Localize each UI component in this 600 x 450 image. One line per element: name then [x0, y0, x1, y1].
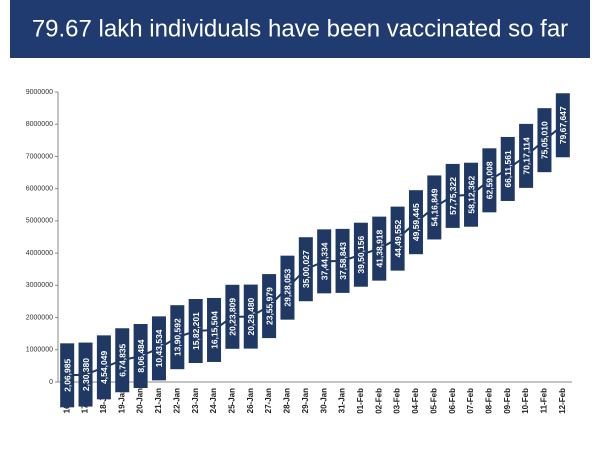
y-tick-label: 5000000: [26, 218, 53, 225]
y-tick-label: 8000000: [26, 121, 53, 128]
x-tick-label: 01-Feb: [356, 388, 365, 414]
x-tick-label: 20-Jan: [136, 388, 145, 413]
data-label-box: [353, 222, 368, 287]
data-label-box: [500, 136, 515, 201]
data-label: 20,23,809: [228, 298, 238, 336]
line: [67, 124, 564, 377]
y-tick-label: 9000000: [26, 89, 53, 96]
x-tick-label: 05-Feb: [429, 388, 438, 414]
data-label: 2,30,380: [81, 358, 91, 391]
x-tick-label: 19-Jan: [117, 388, 126, 413]
data-label: 4,54,049: [99, 351, 109, 384]
data-label: 23,55,979: [264, 287, 274, 325]
data-label: 70,17,114: [521, 137, 531, 175]
data-label: 54,16,849: [430, 188, 440, 226]
x-tick-label: 07-Feb: [466, 388, 475, 414]
x-tick-label: 25-Jan: [228, 388, 237, 413]
data-label: 58,12,362: [466, 176, 476, 214]
data-label-box: [372, 216, 387, 281]
data-label-box: [207, 297, 222, 362]
data-label: 75,05,010: [540, 121, 550, 159]
x-tick-label: 08-Feb: [485, 388, 494, 414]
data-label: 29,28,053: [283, 268, 293, 306]
data-label-box: [445, 163, 460, 228]
data-label: 16,15,504: [209, 311, 219, 349]
data-label: 13,90,592: [173, 318, 183, 356]
y-tick-label: 6000000: [26, 186, 53, 193]
data-label-box: [280, 255, 295, 320]
data-label: 49,59,445: [411, 203, 421, 241]
data-label-box: [555, 93, 570, 158]
y-tick-label: 7000000: [26, 153, 53, 160]
data-label-box: [464, 162, 479, 227]
x-tick-label: 18-Jan: [99, 388, 108, 413]
data-label: 35,00,027: [301, 250, 311, 288]
data-label-box: [390, 206, 405, 271]
x-tick-label: 03-Feb: [393, 388, 402, 414]
data-label: 20,29,480: [246, 297, 256, 335]
data-label: 62,59,008: [485, 161, 495, 199]
y-tick-label: 4000000: [26, 250, 53, 257]
data-label-box: [60, 343, 75, 408]
y-tick-label: 3000000: [26, 282, 53, 289]
x-tick-label: 23-Jan: [191, 388, 200, 413]
x-tick-label: 10-Feb: [521, 388, 530, 414]
x-tick-label: 24-Jan: [209, 388, 218, 413]
data-label: 41,38,918: [375, 229, 385, 267]
data-label-box: [408, 190, 423, 255]
x-tick-label: 21-Jan: [154, 388, 163, 413]
x-tick-label: 11-Feb: [540, 388, 549, 413]
data-label: 79,67,647: [558, 106, 568, 144]
data-label: 6,74,835: [118, 343, 128, 376]
data-label-box: [243, 284, 258, 349]
data-label-box: [170, 305, 185, 370]
x-tick-label: 12-Feb: [558, 388, 567, 414]
data-label: 2,06,985: [62, 359, 72, 392]
data-label: 44,49,552: [393, 219, 403, 257]
x-tick-label: 29-Jan: [301, 388, 310, 413]
data-label-box: [96, 335, 111, 400]
x-tick-label: 26-Jan: [246, 388, 255, 413]
data-label-box: [188, 299, 203, 364]
data-label-box: [133, 324, 148, 389]
x-tick-label: 06-Feb: [448, 388, 457, 414]
data-label-box: [151, 316, 166, 381]
x-tick-label: 02-Feb: [374, 388, 383, 414]
y-tick-label: 1000000: [26, 347, 53, 354]
data-label: 57,75,322: [448, 177, 458, 215]
data-label: 8,06,484: [136, 339, 146, 372]
x-tick-label: 22-Jan: [172, 388, 181, 413]
x-tick-label: 28-Jan: [283, 388, 292, 413]
x-tick-label: 31-Jan: [338, 388, 347, 413]
data-label-box: [317, 229, 332, 294]
data-label: 15,82,201: [191, 312, 201, 350]
title-banner: [10, 0, 590, 58]
x-tick-label: 09-Feb: [503, 388, 512, 414]
x-tick-label: 04-Feb: [411, 388, 420, 414]
y-tick-label: 0: [49, 379, 53, 386]
x-tick-label: 27-Jan: [264, 388, 273, 413]
x-tick-label: 30-Jan: [319, 388, 328, 413]
data-label-box: [298, 237, 313, 302]
data-label-box: [115, 328, 130, 393]
data-label: 10,43,534: [154, 329, 164, 367]
y-tick-label: 2000000: [26, 314, 53, 321]
data-label-box: [335, 228, 350, 293]
data-label: 37,58,843: [338, 242, 348, 280]
data-label-box: [482, 148, 497, 213]
data-label: 39,50,156: [356, 236, 366, 274]
data-label-box: [225, 284, 240, 349]
data-label-box: [427, 175, 442, 240]
data-label: 66,11,561: [503, 150, 513, 188]
chart-title: 79.67 lakh individuals have been vaccina…: [32, 15, 568, 42]
data-label-box: [537, 108, 552, 173]
data-label-box: [78, 342, 93, 407]
data-label-box: [262, 274, 277, 339]
data-label: 37,44,334: [319, 242, 329, 280]
data-label-box: [519, 123, 534, 188]
